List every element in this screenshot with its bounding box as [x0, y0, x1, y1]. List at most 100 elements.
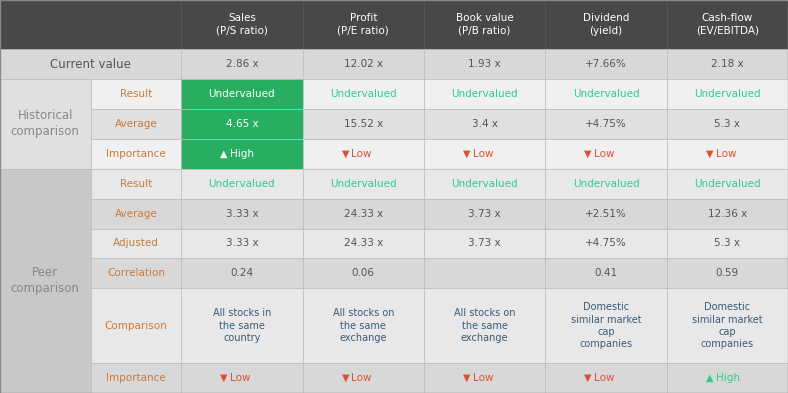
Text: ▼: ▼	[463, 149, 470, 159]
Text: Low: Low	[594, 149, 615, 159]
Text: 24.33 x: 24.33 x	[344, 239, 383, 248]
Text: Book value
(P/B ratio): Book value (P/B ratio)	[455, 13, 514, 36]
Text: 0.41: 0.41	[594, 268, 618, 278]
Text: ▼: ▼	[341, 149, 349, 159]
Text: Importance: Importance	[106, 373, 165, 383]
Bar	[545, 139, 667, 169]
Text: 3.4 x: 3.4 x	[472, 119, 497, 129]
Bar	[181, 363, 303, 393]
Bar	[667, 288, 788, 363]
Bar	[667, 49, 788, 79]
Bar	[303, 363, 424, 393]
Text: Historical
comparison: Historical comparison	[11, 109, 80, 138]
Bar	[91, 288, 181, 363]
Text: 12.36 x: 12.36 x	[708, 209, 747, 219]
Bar	[545, 79, 667, 109]
Bar	[667, 0, 788, 49]
Bar	[667, 79, 788, 109]
Bar	[303, 259, 424, 288]
Text: Importance: Importance	[106, 149, 165, 159]
Text: 5.3 x: 5.3 x	[715, 239, 740, 248]
Text: +4.75%: +4.75%	[585, 239, 626, 248]
Bar	[181, 109, 303, 139]
Bar	[667, 139, 788, 169]
Bar	[91, 169, 181, 198]
Text: Result: Result	[120, 179, 152, 189]
Bar	[0, 169, 91, 393]
Bar	[545, 288, 667, 363]
Bar	[545, 198, 667, 229]
Bar	[181, 139, 303, 169]
Text: 1.93 x: 1.93 x	[468, 59, 501, 69]
Text: Low: Low	[473, 149, 493, 159]
Bar	[181, 288, 303, 363]
Text: Adjusted: Adjusted	[113, 239, 159, 248]
Bar	[424, 259, 545, 288]
Bar	[91, 139, 181, 169]
Text: Low: Low	[351, 149, 372, 159]
Bar	[0, 49, 181, 79]
Text: Comparison: Comparison	[105, 321, 167, 331]
Bar	[303, 109, 424, 139]
Text: 15.52 x: 15.52 x	[344, 119, 383, 129]
Bar	[545, 259, 667, 288]
Bar	[424, 229, 545, 259]
Text: Undervalued: Undervalued	[452, 89, 518, 99]
Bar	[181, 79, 303, 109]
Text: 0.24: 0.24	[230, 268, 254, 278]
Bar	[424, 288, 545, 363]
Text: +4.75%: +4.75%	[585, 119, 626, 129]
Text: 3.33 x: 3.33 x	[225, 209, 258, 219]
Text: All stocks on
the same
exchange: All stocks on the same exchange	[454, 309, 515, 343]
Bar	[91, 229, 181, 259]
Bar	[303, 169, 424, 198]
Bar	[91, 198, 181, 229]
Text: +7.66%: +7.66%	[585, 59, 626, 69]
Text: Sales
(P/S ratio): Sales (P/S ratio)	[216, 13, 268, 36]
Text: 3.33 x: 3.33 x	[225, 239, 258, 248]
Text: Undervalued: Undervalued	[330, 89, 396, 99]
Bar	[181, 169, 303, 198]
Text: Undervalued: Undervalued	[330, 179, 396, 189]
Text: +2.51%: +2.51%	[585, 209, 626, 219]
Bar	[667, 109, 788, 139]
Text: Result: Result	[120, 89, 152, 99]
Bar	[424, 0, 545, 49]
Bar	[0, 0, 181, 49]
Bar	[303, 79, 424, 109]
Text: Current value: Current value	[50, 58, 131, 71]
Text: ▲: ▲	[220, 149, 228, 159]
Text: High: High	[716, 373, 739, 383]
Bar	[424, 169, 545, 198]
Text: ▼: ▼	[705, 149, 713, 159]
Text: ▼: ▼	[220, 373, 228, 383]
Text: Undervalued: Undervalued	[452, 179, 518, 189]
Text: 5.3 x: 5.3 x	[715, 119, 740, 129]
Bar	[667, 229, 788, 259]
Bar	[303, 49, 424, 79]
Text: Low: Low	[716, 149, 736, 159]
Text: 2.18 x: 2.18 x	[711, 59, 744, 69]
Text: 4.65 x: 4.65 x	[225, 119, 258, 129]
Text: Undervalued: Undervalued	[694, 89, 760, 99]
Bar	[303, 198, 424, 229]
Text: ▼: ▼	[341, 373, 349, 383]
Bar	[545, 0, 667, 49]
Bar	[545, 109, 667, 139]
Bar	[181, 198, 303, 229]
Bar	[545, 363, 667, 393]
Text: All stocks in
the same
country: All stocks in the same country	[213, 309, 271, 343]
Text: Dividend
(yield): Dividend (yield)	[583, 13, 629, 36]
Text: Domestic
similar market
cap
companies: Domestic similar market cap companies	[571, 302, 641, 349]
Bar	[91, 363, 181, 393]
Bar	[667, 363, 788, 393]
Bar	[424, 109, 545, 139]
Text: 24.33 x: 24.33 x	[344, 209, 383, 219]
Text: ▲: ▲	[705, 373, 713, 383]
Bar	[424, 198, 545, 229]
Bar	[91, 109, 181, 139]
Bar	[91, 259, 181, 288]
Bar	[0, 79, 91, 169]
Text: 3.73 x: 3.73 x	[468, 239, 501, 248]
Bar	[303, 229, 424, 259]
